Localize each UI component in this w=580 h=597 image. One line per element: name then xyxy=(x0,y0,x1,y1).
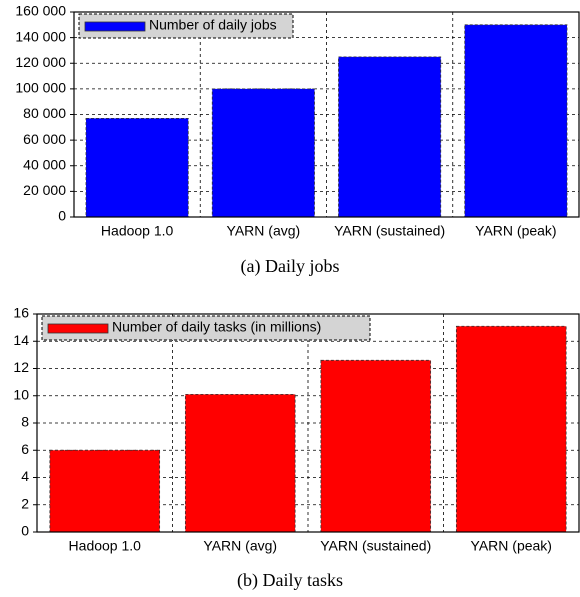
y-tick-label: 60 000 xyxy=(23,131,66,147)
legend-swatch xyxy=(47,323,109,334)
x-tick-label: YARN (peak) xyxy=(471,538,552,554)
y-tick-label: 10 xyxy=(13,386,29,402)
bar xyxy=(85,117,189,218)
y-tick-label: 100 000 xyxy=(15,80,66,96)
x-tick-label: YARN (avg) xyxy=(203,538,277,554)
y-tick-label: 160 000 xyxy=(15,3,66,19)
x-tick-label: Hadoop 1.0 xyxy=(101,223,174,239)
caption: (a) Daily jobs xyxy=(241,256,340,277)
bar xyxy=(184,393,296,533)
y-tick-label: 6 xyxy=(21,441,29,457)
legend-label: Number of daily jobs xyxy=(149,17,277,33)
bar xyxy=(455,325,567,533)
y-tick-label: 12 xyxy=(13,359,29,375)
y-tick-label: 8 xyxy=(21,414,29,430)
y-tick-label: 4 xyxy=(21,468,29,484)
bar xyxy=(49,449,161,533)
x-tick-label: YARN (avg) xyxy=(227,223,301,239)
bar xyxy=(211,88,315,218)
x-tick-label: YARN (peak) xyxy=(475,223,556,239)
x-tick-label: Hadoop 1.0 xyxy=(69,538,142,554)
bar xyxy=(320,359,432,533)
plot-frame xyxy=(36,313,580,533)
y-tick-label: 40 000 xyxy=(23,156,66,172)
caption: (b) Daily tasks xyxy=(237,570,343,591)
y-tick-label: 80 000 xyxy=(23,105,66,121)
y-tick-label: 0 xyxy=(58,208,66,224)
y-tick-label: 20 000 xyxy=(23,182,66,198)
y-tick-label: 0 xyxy=(21,523,29,539)
bar xyxy=(464,24,568,218)
y-tick-label: 140 000 xyxy=(15,28,66,44)
y-tick-label: 14 xyxy=(13,332,29,348)
bar xyxy=(338,56,442,218)
legend-label: Number of daily tasks (in millions) xyxy=(112,319,321,335)
y-tick-label: 16 xyxy=(13,305,29,321)
x-tick-label: YARN (sustained) xyxy=(334,223,445,239)
x-tick-label: YARN (sustained) xyxy=(320,538,431,554)
y-tick-label: 120 000 xyxy=(15,54,66,70)
legend-swatch xyxy=(84,21,146,32)
plot-frame xyxy=(73,11,580,218)
y-tick-label: 2 xyxy=(21,495,29,511)
